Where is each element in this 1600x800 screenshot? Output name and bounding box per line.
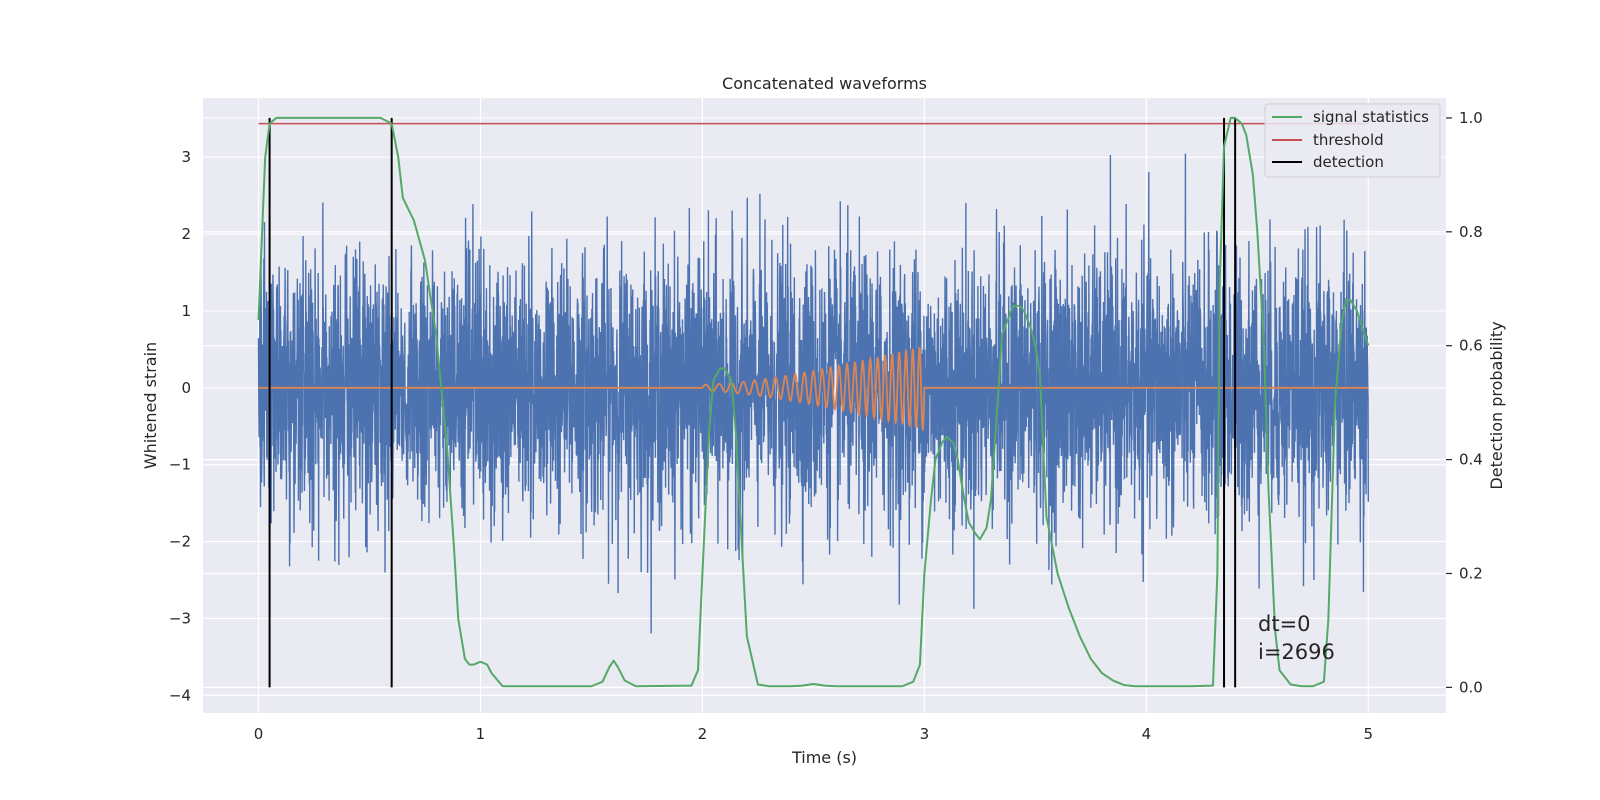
chart-title: Concatenated waveforms <box>722 74 927 93</box>
x-axis-label: Time (s) <box>791 748 857 767</box>
y2-tick-label: 0.6 <box>1459 337 1483 355</box>
tick-layer: 0 1 2 3 4 5 3 2 1 0 −1 −2 −3 −4 1.0 0.8 0.6 0.4 0.2 0.0 <box>169 109 1483 743</box>
x-tick-label: 1 <box>476 725 486 743</box>
x-tick-label: 0 <box>254 725 264 743</box>
y2-tick-label: 0.8 <box>1459 223 1483 241</box>
y2-axis-label: Detection probability <box>1487 321 1506 489</box>
x-tick-label: 4 <box>1142 725 1152 743</box>
x-tick-label: 2 <box>698 725 708 743</box>
y-tick-label: −2 <box>169 533 191 551</box>
y-tick-label: −3 <box>169 609 191 627</box>
y2-tick-label: 0.0 <box>1459 678 1483 696</box>
annotation-index: i=2696 <box>1258 640 1335 664</box>
y-tick-label: −1 <box>169 456 191 474</box>
legend-label-signal-statistics: signal statistics <box>1313 108 1429 126</box>
y-tick-label: 3 <box>181 148 191 166</box>
y-axis-label: Whitened strain <box>141 342 160 469</box>
series-line-signal-statistics <box>257 116 1370 688</box>
y-tick-label: −4 <box>169 686 191 704</box>
y-tick-label: 0 <box>181 379 191 397</box>
y-tick-label: 1 <box>181 302 191 320</box>
legend: signal statistics threshold detection <box>1264 103 1441 178</box>
y2-tick-label: 0.4 <box>1459 451 1483 469</box>
legend-label-detection: detection <box>1313 153 1384 171</box>
y2-tick-label: 0.2 <box>1459 564 1483 582</box>
series-line-waveform <box>258 346 1369 432</box>
legend-label-threshold: threshold <box>1313 131 1384 149</box>
data-layer <box>257 116 1370 688</box>
series-line-strain-noise <box>257 153 1370 634</box>
x-tick-label: 5 <box>1364 725 1374 743</box>
y2-tick-label: 1.0 <box>1459 109 1483 127</box>
annotation-dt: dt=0 <box>1258 612 1311 636</box>
legend-box <box>1264 103 1441 178</box>
x-tick-label: 3 <box>920 725 930 743</box>
y-tick-label: 2 <box>181 225 191 243</box>
